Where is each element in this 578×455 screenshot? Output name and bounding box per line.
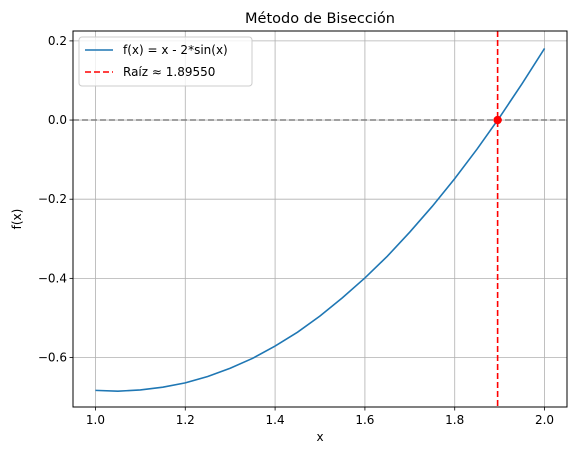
function-curve xyxy=(95,48,544,391)
grid xyxy=(73,31,567,407)
legend: f(x) = x - 2*sin(x) Raíz ≈ 1.89550 xyxy=(79,37,252,86)
plot-frame xyxy=(73,31,567,407)
root-point-marker xyxy=(493,116,501,124)
x-tick-label: 1.4 xyxy=(266,413,285,427)
chart-title: Método de Bisección xyxy=(245,11,395,27)
legend-label-root: Raíz ≈ 1.89550 xyxy=(123,65,215,79)
x-axis-label: x xyxy=(316,430,323,444)
x-tick-label: 1.2 xyxy=(176,413,195,427)
y-tick-label: −0.2 xyxy=(38,192,67,206)
x-tick-label: 1.8 xyxy=(445,413,464,427)
plot-area xyxy=(73,31,567,407)
x-tick-label: 1.0 xyxy=(86,413,105,427)
y-tick-label: −0.6 xyxy=(38,351,67,365)
ticks: 1.0 1.2 1.4 1.6 1.8 2.0 0.2 0.0 −0.2 −0.4 −0.6 xyxy=(38,34,554,427)
legend-label-function: f(x) = x - 2*sin(x) xyxy=(123,43,228,57)
y-tick-label: 0.2 xyxy=(48,34,67,48)
x-tick-label: 1.6 xyxy=(355,413,374,427)
y-tick-label: 0.0 xyxy=(48,113,67,127)
y-tick-label: −0.4 xyxy=(38,271,67,285)
y-axis-label: f(x) xyxy=(10,209,24,230)
x-tick-label: 2.0 xyxy=(535,413,554,427)
